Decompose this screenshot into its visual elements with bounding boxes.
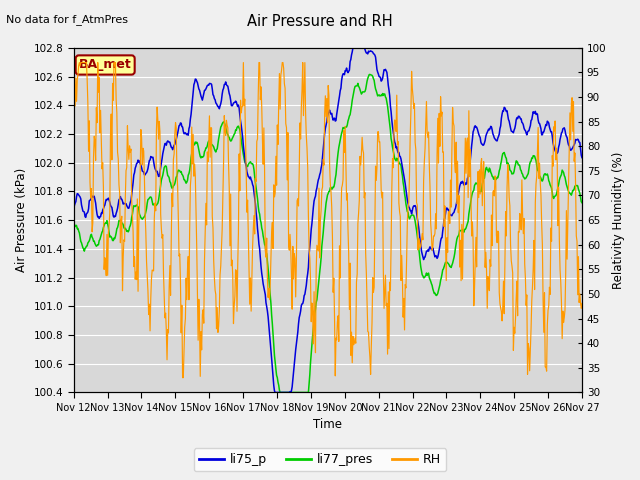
Y-axis label: Relativity Humidity (%): Relativity Humidity (%) [612, 151, 625, 289]
Legend: li75_p, li77_pres, RH: li75_p, li77_pres, RH [194, 448, 446, 471]
Text: Air Pressure and RH: Air Pressure and RH [247, 14, 393, 29]
Text: BA_met: BA_met [79, 59, 132, 72]
Text: No data for f_AtmPres: No data for f_AtmPres [6, 14, 129, 25]
X-axis label: Time: Time [314, 419, 342, 432]
Y-axis label: Air Pressure (kPa): Air Pressure (kPa) [15, 168, 28, 272]
